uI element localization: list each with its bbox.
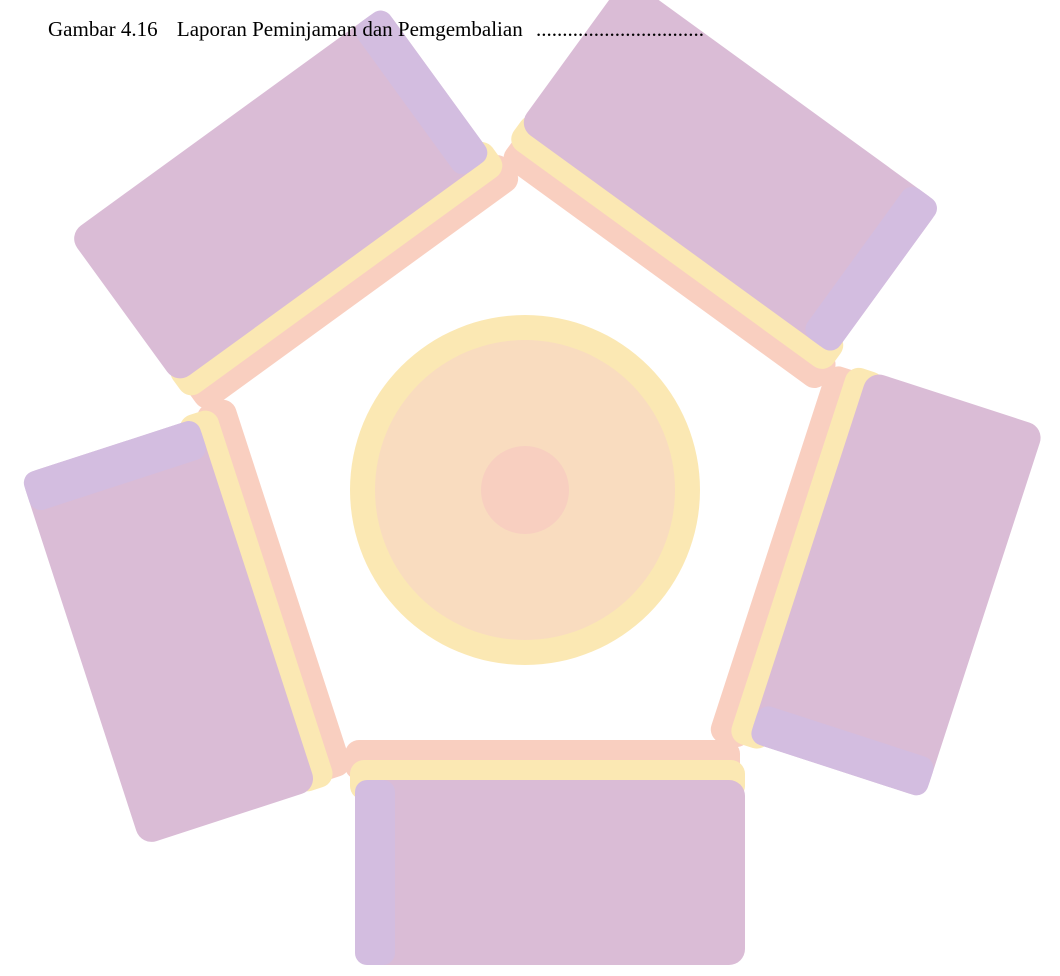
figure-title: Laporan Peminjaman dan Pemgembalian [177,17,523,42]
figure-number: Gambar 4.16 [48,17,158,42]
dot-leader: ................................ [536,17,704,42]
watermark-logo [0,0,1060,976]
page: {"entry": {"label": "Gambar 4.16", "titl… [0,0,1060,976]
figure-list-entry: Gambar 4.16 Laporan Peminjaman dan Pemge… [48,17,704,42]
